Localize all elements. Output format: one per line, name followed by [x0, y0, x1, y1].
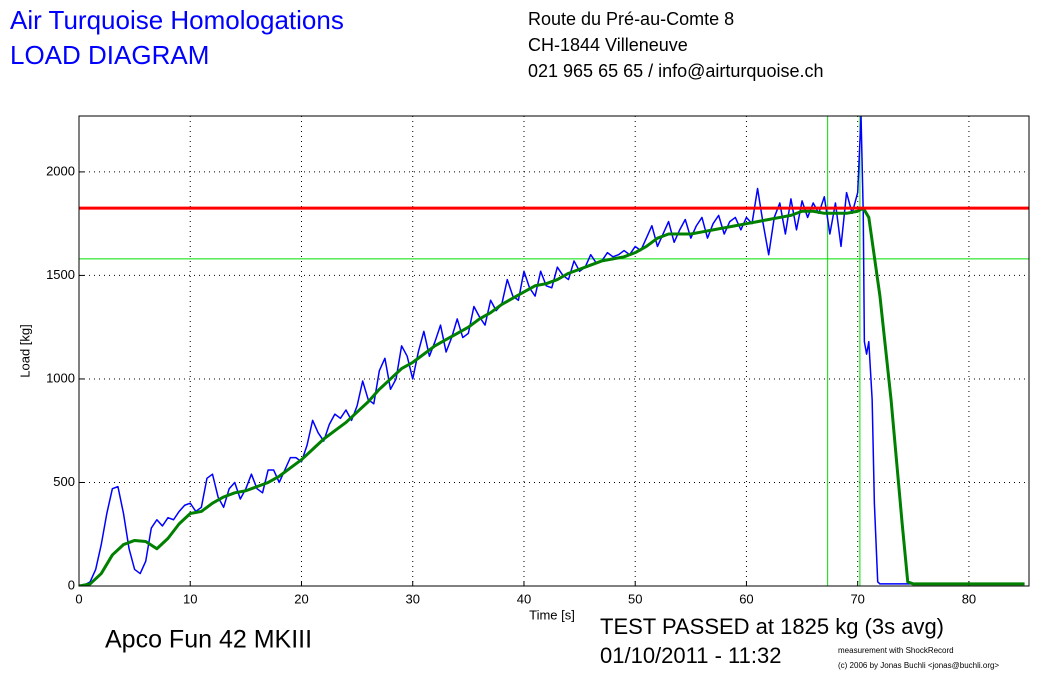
- plot-frame: [78, 115, 1030, 587]
- data-line: [79, 206, 1025, 586]
- x-tick-label: 40: [517, 591, 531, 606]
- x-tick-label: 50: [628, 591, 642, 606]
- x-tick-label: 0: [75, 591, 82, 606]
- x-tick-label: 70: [850, 591, 864, 606]
- address: CH-1844 Villeneuve: [528, 35, 688, 55]
- plot: [79, 116, 1029, 586]
- y-tick-label: 1500: [46, 267, 75, 282]
- plot-area: [79, 116, 1029, 586]
- x-tick-label: 10: [183, 591, 197, 606]
- subtitle: LOAD DIAGRAM: [10, 40, 209, 70]
- credits: measurement with ShockRecord: [838, 646, 954, 655]
- title: Air Turquoise Homologations: [10, 5, 344, 35]
- y-tick-label: 500: [53, 474, 75, 489]
- address: 021 965 65 65 / info@airturquoise.ch: [528, 61, 823, 81]
- y-axis-label: Load [kg]: [17, 324, 32, 378]
- address: Route du Pré-au-Comte 8: [528, 9, 734, 29]
- glider: Apco Fun 42 MKIII: [105, 626, 312, 654]
- x-tick-label: 20: [294, 591, 308, 606]
- credits: (c) 2006 by Jonas Buchli <jonas@buchli.o…: [838, 661, 999, 670]
- x-tick-label: 80: [962, 591, 976, 606]
- y-tick-label: 2000: [46, 163, 75, 178]
- x-tick-label: 60: [739, 591, 753, 606]
- y-tick-label: 1000: [46, 370, 75, 385]
- x-tick-label: 30: [405, 591, 419, 606]
- x-axis-label: Time [s]: [529, 607, 575, 622]
- result: TEST PASSED at 1825 kg (3s avg): [600, 614, 944, 639]
- y-tick-label: 0: [68, 577, 75, 592]
- date: 01/10/2011 - 11:32: [600, 643, 781, 668]
